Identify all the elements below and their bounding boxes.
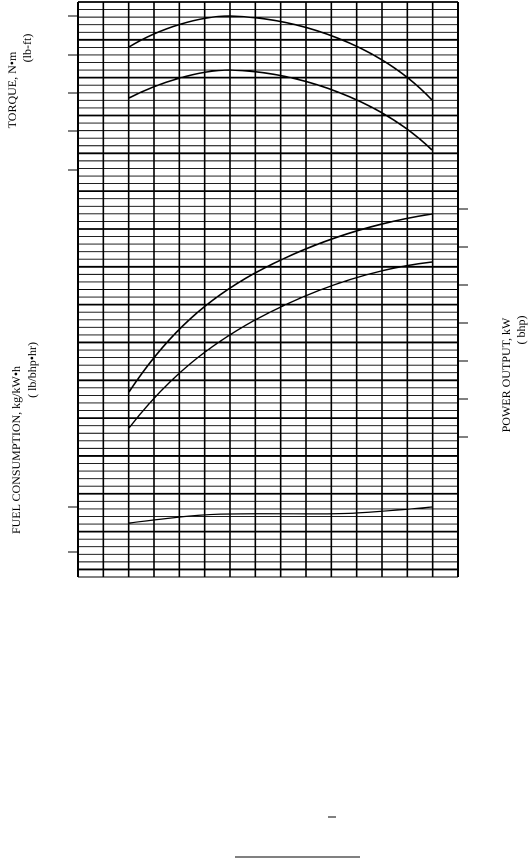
- axis-title: POWER OUTPUT, kW: [499, 317, 513, 432]
- axis-title: TORQUE, N•m: [5, 51, 19, 128]
- fuel-curve: [128, 506, 433, 524]
- power-curve: [128, 261, 433, 429]
- curves: [128, 15, 433, 524]
- grid: [77, 1, 459, 578]
- axis-unit: ( lb/bhp•hr): [25, 342, 39, 398]
- axis-ticks: [68, 15, 468, 553]
- axis-title: FUEL CONSUMPTION, kg/kW•h: [9, 366, 23, 534]
- axis-unit: (lb-ft): [20, 34, 34, 63]
- torque-curve: [128, 15, 433, 101]
- torque-curve: [128, 69, 433, 151]
- power-curve: [128, 213, 433, 393]
- axis-unit: ( bhp): [514, 316, 528, 345]
